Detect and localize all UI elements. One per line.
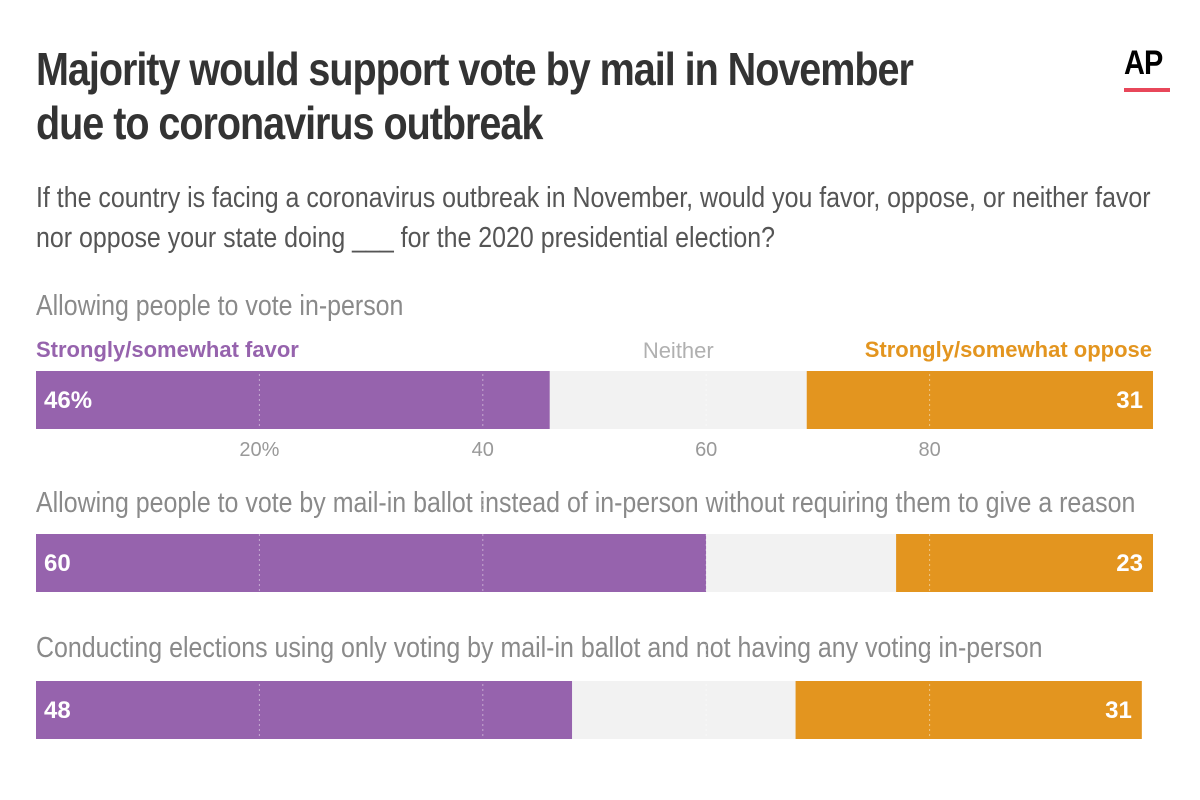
bar-favor-1 <box>36 371 550 429</box>
bar-oppose-1 <box>806 371 1153 429</box>
bar-neither-2 <box>706 534 897 592</box>
chart-subtitle: If the country is facing a coronavirus o… <box>36 182 1151 254</box>
favor-value-label-2: 60 <box>44 550 71 577</box>
oppose-value-label-3: 31 <box>1105 697 1132 724</box>
x-tick-label-80: 80 <box>918 439 940 461</box>
legend-oppose: Strongly/somewhat oppose <box>864 337 1152 362</box>
legend-favor: Strongly/somewhat favor <box>36 337 299 362</box>
bar-favor-2 <box>36 534 707 592</box>
oppose-value-label-2: 23 <box>1116 550 1143 577</box>
x-tick-label-20: 20% <box>239 439 279 461</box>
question-label-2: Allowing people to vote by mail-in ballo… <box>36 487 1136 519</box>
question-label-3: Conducting elections using only voting b… <box>36 632 1043 664</box>
legend-neither: Neither <box>643 338 714 363</box>
chart-title: Majority would support vote by mail in N… <box>36 43 914 149</box>
x-tick-label-60: 60 <box>695 439 717 461</box>
question-label-1: Allowing people to vote in-person <box>36 290 404 322</box>
bar-oppose-2 <box>896 534 1153 592</box>
oppose-value-label-1: 31 <box>1116 387 1143 414</box>
ap-logo: AP <box>1124 46 1172 92</box>
bar-favor-3 <box>36 681 573 739</box>
ap-logo-text: AP <box>1124 44 1163 82</box>
bar-neither-1 <box>549 371 807 429</box>
ap-logo-underline <box>1124 88 1170 92</box>
bar-oppose-3 <box>795 681 1142 739</box>
favor-value-label-3: 48 <box>44 697 71 724</box>
favor-value-label-1: 46% <box>44 387 92 414</box>
x-tick-label-40: 40 <box>472 439 494 461</box>
bar-neither-3 <box>572 681 796 739</box>
